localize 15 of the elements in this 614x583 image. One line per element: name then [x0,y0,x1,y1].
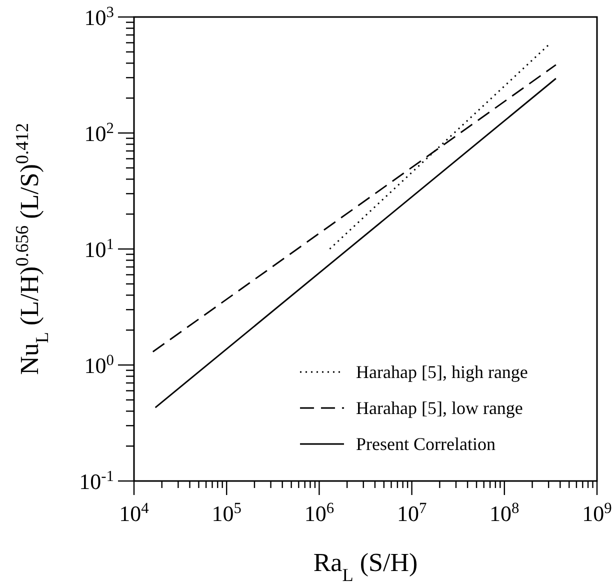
x-tick-label: 10$^{7}$ [396,500,427,526]
x-tick-label: 10$^{8}$ [490,500,520,526]
x-tick-label: 10$^{4}$ [119,500,150,526]
y-tick-label: 10$^{0}$ [84,352,114,378]
y-tick-label: 10$^{1}$ [84,236,114,262]
x-tick-label: 10$^{6}$ [304,500,334,526]
y-tick-label: 10$^{-1}$ [79,468,114,494]
x-tick-label: 10$^{9}$ [582,500,612,526]
legend-label: Harahap [5], low range [356,398,523,418]
y-tick-label: 10$^{2}$ [84,120,114,146]
x-axis-title: Ra$_{L}$ (S/H) [313,548,418,583]
y-tick-label: 10$^{3}$ [84,4,114,30]
legend-label: Present Correlation [356,434,496,454]
x-tick-label: 10$^{5}$ [212,500,242,526]
legend-label: Harahap [5], high range [356,362,528,382]
